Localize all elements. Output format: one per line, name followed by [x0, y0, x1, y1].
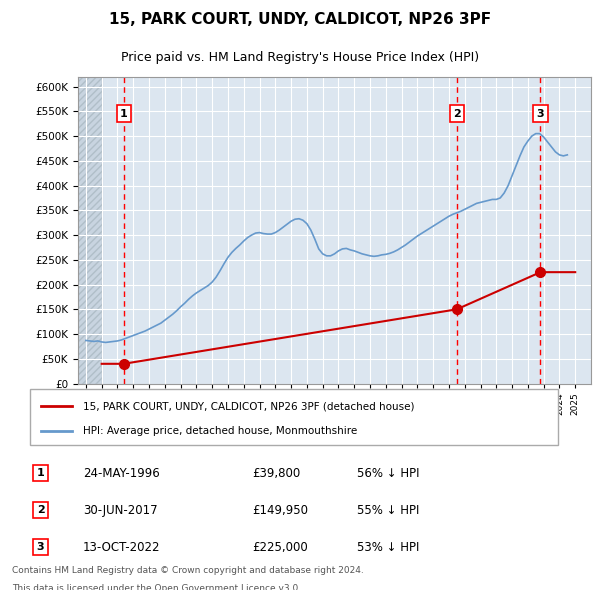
Text: 30-JUN-2017: 30-JUN-2017 — [83, 503, 157, 517]
Text: Contains HM Land Registry data © Crown copyright and database right 2024.: Contains HM Land Registry data © Crown c… — [12, 566, 364, 575]
Text: 3: 3 — [37, 542, 44, 552]
Text: 53% ↓ HPI: 53% ↓ HPI — [358, 540, 420, 553]
Text: 56% ↓ HPI: 56% ↓ HPI — [358, 467, 420, 480]
Bar — [78, 77, 101, 384]
Text: 15, PARK COURT, UNDY, CALDICOT, NP26 3PF (detached house): 15, PARK COURT, UNDY, CALDICOT, NP26 3PF… — [83, 401, 415, 411]
Text: 55% ↓ HPI: 55% ↓ HPI — [358, 503, 420, 517]
Text: £149,950: £149,950 — [252, 503, 308, 517]
Text: 24-MAY-1996: 24-MAY-1996 — [83, 467, 160, 480]
Bar — [78, 77, 101, 384]
Text: 15, PARK COURT, UNDY, CALDICOT, NP26 3PF: 15, PARK COURT, UNDY, CALDICOT, NP26 3PF — [109, 12, 491, 27]
FancyBboxPatch shape — [30, 389, 558, 445]
Text: This data is licensed under the Open Government Licence v3.0.: This data is licensed under the Open Gov… — [12, 584, 301, 590]
Text: £39,800: £39,800 — [252, 467, 300, 480]
Text: HPI: Average price, detached house, Monmouthshire: HPI: Average price, detached house, Monm… — [83, 427, 357, 437]
Text: 1: 1 — [120, 109, 128, 119]
Text: £225,000: £225,000 — [252, 540, 308, 553]
Text: 1: 1 — [37, 468, 44, 478]
Text: 3: 3 — [536, 109, 544, 119]
Text: 2: 2 — [37, 505, 44, 515]
Text: 13-OCT-2022: 13-OCT-2022 — [83, 540, 160, 553]
Text: Price paid vs. HM Land Registry's House Price Index (HPI): Price paid vs. HM Land Registry's House … — [121, 51, 479, 64]
Text: 2: 2 — [453, 109, 461, 119]
